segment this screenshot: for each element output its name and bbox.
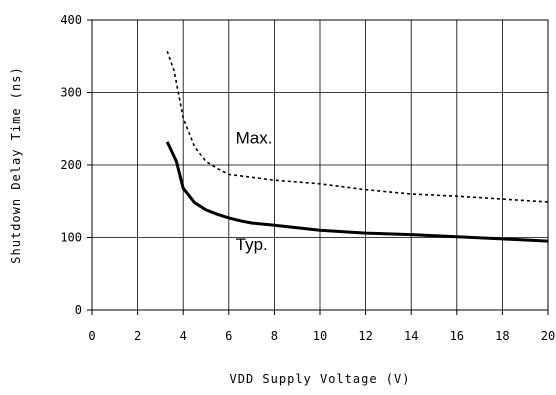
x-tick-label-7: 14 (404, 329, 418, 343)
y-axis-title: Shutdown Delay Time (ns) (9, 66, 23, 263)
annotation-typ: Typ. (236, 235, 268, 254)
grid (92, 20, 548, 310)
x-axis-title: VDD Supply Voltage (V) (230, 372, 411, 386)
annotation-max: Max. (236, 128, 273, 147)
y-tick-label-4: 400 (60, 13, 82, 27)
series-layer (165, 50, 549, 243)
plot-frame (87, 19, 549, 315)
series-line-max (166, 50, 549, 203)
y-tick-label-2: 200 (60, 158, 82, 172)
y-tick-labels: 0 100 200 300 400 (60, 13, 82, 317)
x-tick-labels: 0 2 4 6 8 10 12 14 16 18 20 (88, 329, 555, 343)
x-tick-label-9: 18 (495, 329, 509, 343)
y-tick-label-3: 300 (60, 86, 82, 100)
annotations: Max. Typ. (236, 128, 273, 254)
x-tick-label-2: 4 (180, 329, 187, 343)
x-tick-label-1: 2 (134, 329, 141, 343)
y-tick-label-1: 100 (60, 231, 82, 245)
x-tick-label-0: 0 (88, 329, 95, 343)
x-tick-label-8: 16 (450, 329, 464, 343)
x-tick-label-3: 6 (225, 329, 232, 343)
x-tick-label-5: 10 (313, 329, 327, 343)
y-tick-label-0: 0 (75, 303, 82, 317)
x-tick-label-4: 8 (271, 329, 278, 343)
x-tick-label-10: 20 (541, 329, 555, 343)
x-tick-label-6: 12 (358, 329, 372, 343)
series-line-typ (165, 141, 549, 243)
